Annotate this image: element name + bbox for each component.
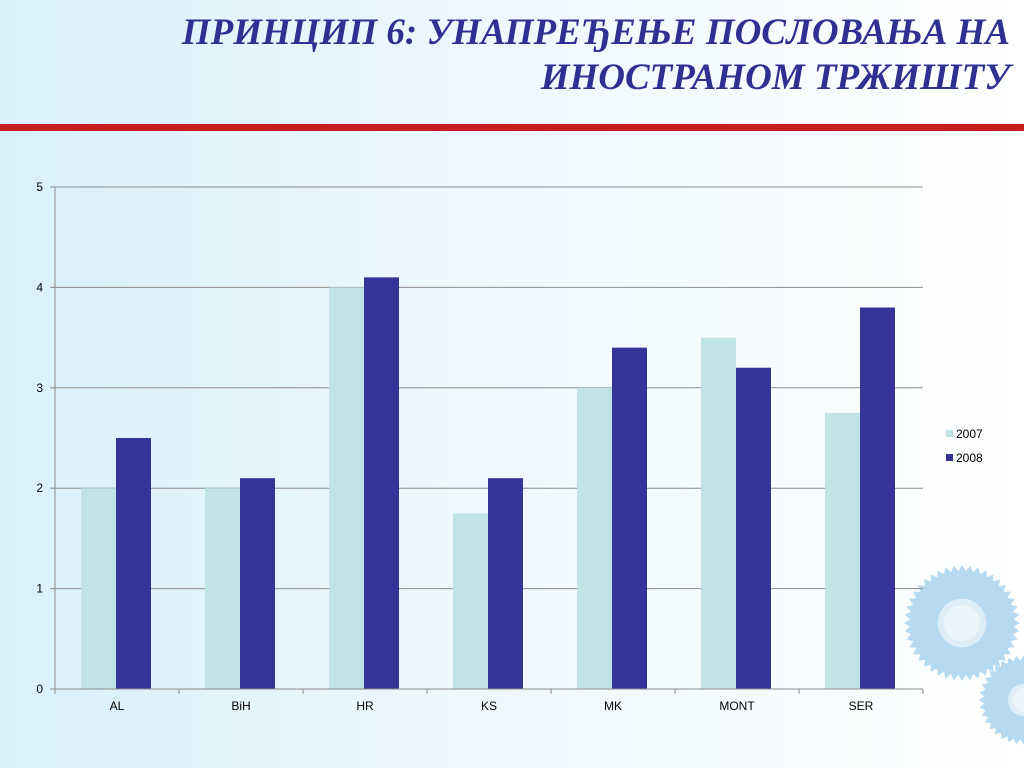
y-tick-label: 5	[36, 180, 43, 194]
bar-2008-AL	[116, 438, 151, 689]
bar-2007-HR	[329, 287, 364, 689]
bar-2007-BiH	[205, 488, 240, 689]
legend-label: 2008	[956, 451, 983, 465]
page-title: ПРИНЦИП 6: УНАПРЕЂЕЊЕ ПОСЛОВАЊА НА ИНОСТ…	[50, 10, 1010, 100]
y-tick-label: 4	[36, 280, 43, 294]
legend-swatch	[946, 454, 953, 461]
x-tick-label: BiH	[231, 699, 250, 713]
y-tick-label: 0	[36, 682, 43, 696]
bar-2007-SER	[825, 412, 860, 689]
bar-2007-AL	[81, 488, 116, 689]
title-divider	[0, 124, 1024, 131]
x-tick-label: MK	[604, 699, 622, 713]
x-tick-label: AL	[110, 699, 125, 713]
bar-2008-MK	[612, 347, 647, 689]
bar-2008-SER	[860, 307, 895, 689]
legend-label: 2007	[956, 427, 983, 441]
y-tick-label: 2	[36, 481, 43, 495]
x-tick-label: KS	[481, 699, 497, 713]
y-tick-label: 1	[36, 582, 43, 596]
bar-2008-BiH	[240, 478, 275, 689]
bar-2008-HR	[364, 277, 399, 689]
gear-icon-small	[979, 655, 1024, 745]
y-tick-label: 3	[36, 381, 43, 395]
bar-2008-KS	[488, 478, 523, 689]
bars	[81, 277, 895, 689]
x-tick-label: SER	[849, 699, 874, 713]
bar-2008-MONT	[736, 367, 771, 689]
x-tick-label: HR	[356, 699, 374, 713]
bar-2007-KS	[453, 513, 488, 689]
legend-swatch	[946, 430, 953, 437]
gear-icon-large	[904, 565, 1020, 681]
bar-2007-MONT	[701, 337, 736, 689]
title-line-1: ПРИНЦИП 6: УНАПРЕЂЕЊЕ ПОСЛОВАЊА НА	[181, 12, 1010, 53]
x-tick-label: MONT	[719, 699, 755, 713]
bar-2007-MK	[577, 387, 612, 689]
title-line-2: ИНОСТРАНОМ ТРЖИШТУ	[540, 57, 1010, 98]
legend: 2007 2008	[946, 427, 983, 465]
axes: 0 1 2 3 4 5 AL BiH HR KS MK MONT SER	[36, 180, 924, 713]
